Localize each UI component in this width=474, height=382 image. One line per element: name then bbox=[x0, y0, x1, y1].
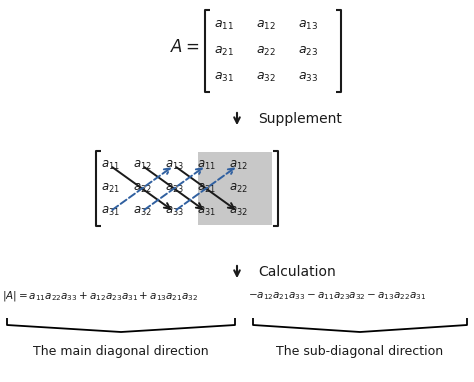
Text: $a_{32}$: $a_{32}$ bbox=[228, 205, 247, 218]
Text: $a_{31}$: $a_{31}$ bbox=[214, 71, 234, 84]
Text: $a_{33}$: $a_{33}$ bbox=[298, 71, 318, 84]
Text: The sub-diagonal direction: The sub-diagonal direction bbox=[276, 345, 444, 358]
Text: Supplement: Supplement bbox=[258, 112, 342, 126]
Text: $a_{33}$: $a_{33}$ bbox=[164, 205, 183, 218]
Text: $a_{12}$: $a_{12}$ bbox=[133, 159, 151, 172]
Text: $a_{23}$: $a_{23}$ bbox=[164, 182, 183, 195]
Text: $a_{31}$: $a_{31}$ bbox=[100, 205, 119, 218]
Text: $a_{11}$: $a_{11}$ bbox=[100, 159, 119, 172]
Text: $a_{32}$: $a_{32}$ bbox=[255, 71, 275, 84]
Text: $-a_{12}a_{21}a_{33}-a_{11}a_{23}a_{32}-a_{13}a_{22}a_{31}$: $-a_{12}a_{21}a_{33}-a_{11}a_{23}a_{32}-… bbox=[248, 290, 426, 302]
Text: $a_{31}$: $a_{31}$ bbox=[197, 205, 216, 218]
Text: The main diagonal direction: The main diagonal direction bbox=[33, 345, 209, 358]
Text: $a_{11}$: $a_{11}$ bbox=[197, 159, 216, 172]
Text: $a_{22}$: $a_{22}$ bbox=[228, 182, 247, 195]
Text: $a_{12}$: $a_{12}$ bbox=[255, 19, 275, 32]
Text: $a_{13}$: $a_{13}$ bbox=[164, 159, 183, 172]
Text: $|A|=a_{11}a_{22}a_{33}+a_{12}a_{23}a_{31}+a_{13}a_{21}a_{32}$: $|A|=a_{11}a_{22}a_{33}+a_{12}a_{23}a_{3… bbox=[2, 289, 198, 303]
Text: $a_{21}$: $a_{21}$ bbox=[100, 182, 119, 195]
Text: $a_{22}$: $a_{22}$ bbox=[255, 45, 275, 58]
Text: $a_{11}$: $a_{11}$ bbox=[214, 19, 234, 32]
Text: Calculation: Calculation bbox=[258, 265, 336, 279]
Text: $a_{13}$: $a_{13}$ bbox=[298, 19, 318, 32]
Text: $a_{21}$: $a_{21}$ bbox=[197, 182, 216, 195]
Bar bbox=[198, 152, 272, 225]
Text: $A=$: $A=$ bbox=[170, 39, 199, 55]
Text: $a_{23}$: $a_{23}$ bbox=[298, 45, 318, 58]
Text: $a_{12}$: $a_{12}$ bbox=[228, 159, 247, 172]
Text: $a_{22}$: $a_{22}$ bbox=[133, 182, 151, 195]
Text: $a_{21}$: $a_{21}$ bbox=[214, 45, 234, 58]
Text: $a_{32}$: $a_{32}$ bbox=[133, 205, 151, 218]
